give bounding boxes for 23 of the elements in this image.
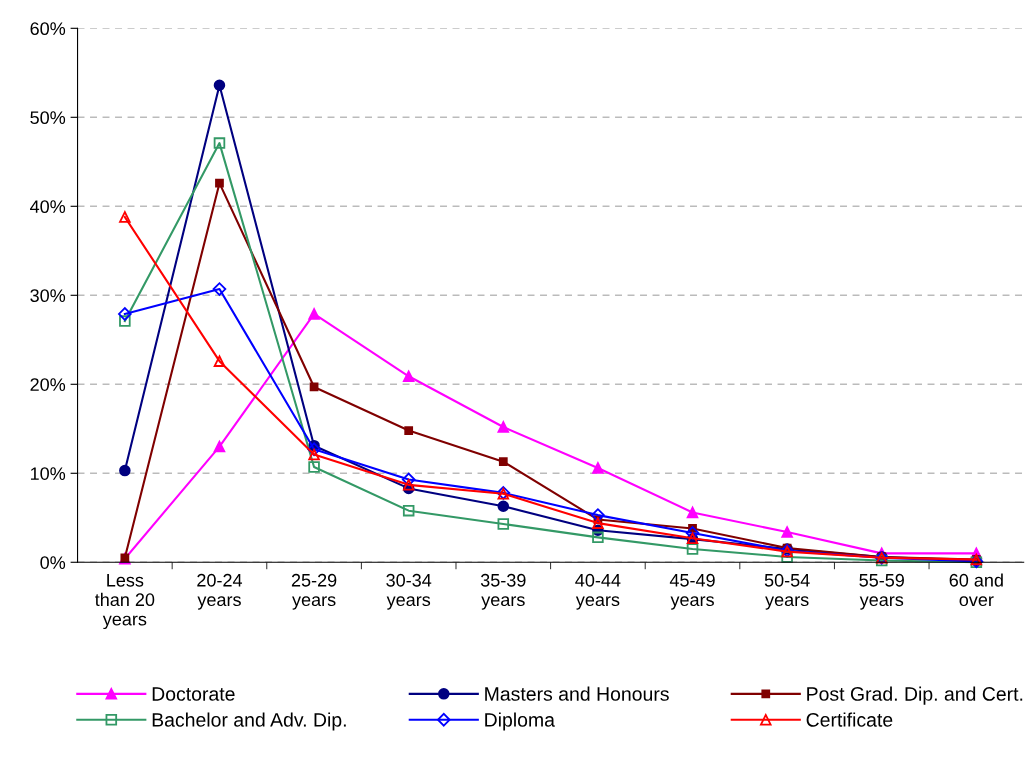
x-tick-label: 40-44 years [575,573,621,610]
y-tick-label: 0% [40,556,66,569]
legend-label: Doctorate [152,687,235,701]
y-tick-label: 50% [30,111,66,125]
x-tick-label: 45-49 years [669,573,715,610]
x-tick-label: 50-54 years [764,573,810,610]
y-tick-label: 60% [30,22,66,36]
x-tick-label: 60 and over [949,573,1003,607]
y-tick-label: 30% [30,289,66,303]
legend-label: Masters and Honours [485,686,669,701]
y-tick-label: 40% [30,200,66,214]
y-tick-label: 20% [30,378,66,392]
y-tick-label: 10% [30,467,66,480]
legend-label: Bachelor and Adv. Dip. [152,712,346,731]
x-tick-label: 20-24 years [197,573,243,610]
x-tick-label: 30-34 years [386,573,432,610]
x-tick-label: 55-59 years [859,573,904,610]
x-tick-label: 25-29 years [291,573,337,610]
x-tick-label: Less than 20 years [95,574,155,630]
legend-label: Certificate [806,712,893,727]
x-tick-label: 35-39 years [480,573,526,610]
legend-label: Post Grad. Dip. and Cert. [807,686,1023,705]
legend-label: Diploma [485,712,555,731]
